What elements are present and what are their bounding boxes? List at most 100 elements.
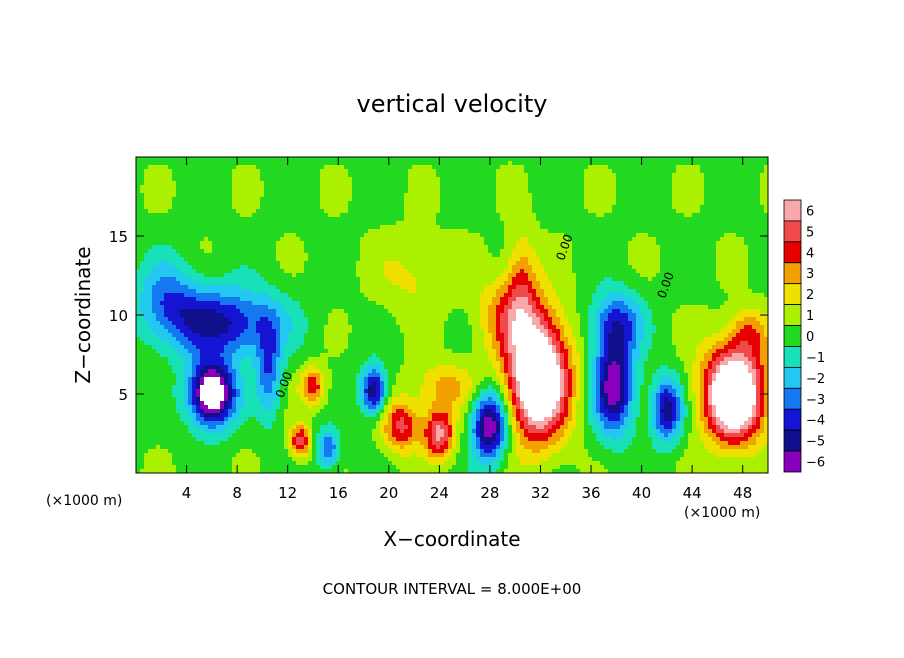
- heat-cell: [528, 261, 533, 266]
- heat-cell: [760, 237, 765, 242]
- heat-cell: [752, 189, 757, 194]
- heat-cell: [476, 201, 481, 206]
- heat-cell: [172, 205, 177, 210]
- heat-cell: [268, 161, 273, 166]
- heat-cell: [604, 213, 609, 218]
- heat-cell: [344, 193, 349, 198]
- heat-cell: [564, 205, 569, 210]
- heat-cell: [332, 269, 337, 274]
- heat-cell: [272, 257, 277, 262]
- heat-cell: [728, 177, 733, 182]
- heat-cell: [544, 181, 549, 186]
- heat-cell: [460, 213, 465, 218]
- heat-cell: [300, 189, 305, 194]
- heat-cell: [704, 233, 709, 238]
- heat-cell: [536, 237, 541, 242]
- heat-cell: [568, 217, 573, 222]
- heat-cell: [760, 241, 765, 246]
- heat-cell: [256, 213, 261, 218]
- heat-cell: [404, 265, 409, 270]
- heat-cell: [460, 225, 465, 230]
- heat-cell: [428, 233, 433, 238]
- heat-cell: [608, 253, 613, 258]
- heat-cell: [756, 225, 761, 230]
- heat-cell: [652, 273, 657, 278]
- heat-cell: [280, 181, 285, 186]
- heat-cell: [292, 253, 297, 258]
- heat-cell: [736, 241, 741, 246]
- heat-cell: [148, 261, 153, 266]
- heat-cell: [656, 273, 661, 278]
- heat-cell: [312, 233, 317, 238]
- heat-cell: [432, 213, 437, 218]
- heat-cell: [340, 269, 345, 274]
- heat-cell: [672, 177, 677, 182]
- heat-cell: [396, 213, 401, 218]
- heat-cell: [452, 249, 457, 254]
- heat-cell: [352, 173, 357, 178]
- heat-cell: [684, 173, 689, 178]
- heat-cell: [300, 169, 305, 174]
- heat-cell: [400, 253, 405, 258]
- heat-cell: [352, 245, 357, 250]
- heat-cell: [340, 249, 345, 254]
- heat-cell: [288, 201, 293, 206]
- heat-cell: [504, 273, 509, 278]
- heat-cell: [376, 241, 381, 246]
- heat-cell: [620, 261, 625, 266]
- heat-cell: [664, 237, 669, 242]
- heat-cell: [400, 197, 405, 202]
- heat-cell: [468, 193, 473, 198]
- heat-cell: [408, 205, 413, 210]
- heat-cell: [488, 277, 493, 282]
- heat-cell: [728, 173, 733, 178]
- heat-cell: [260, 165, 265, 170]
- heat-cell: [244, 261, 249, 266]
- heat-cell: [552, 257, 557, 262]
- heat-cell: [432, 245, 437, 250]
- heat-cell: [464, 197, 469, 202]
- heat-cell: [212, 265, 217, 270]
- heat-cell: [248, 185, 253, 190]
- heat-cell: [360, 233, 365, 238]
- heat-cell: [160, 233, 165, 238]
- heat-cell: [608, 213, 613, 218]
- heat-cell: [696, 177, 701, 182]
- heat-cell: [220, 233, 225, 238]
- heat-cell: [764, 225, 768, 230]
- heat-cell: [424, 221, 429, 226]
- heat-cell: [204, 221, 209, 226]
- heat-cell: [268, 221, 273, 226]
- heat-cell: [464, 241, 469, 246]
- heat-cell: [148, 205, 153, 210]
- heat-cell: [168, 253, 173, 258]
- heat-cell: [456, 241, 461, 246]
- heat-cell: [428, 241, 433, 246]
- chart-title: vertical velocity: [357, 90, 548, 118]
- heat-cell: [384, 253, 389, 258]
- heat-cell: [248, 257, 253, 262]
- heat-cell: [392, 265, 397, 270]
- heat-cell: [336, 249, 341, 254]
- heat-cell: [364, 193, 369, 198]
- heat-cell: [572, 189, 577, 194]
- heat-cell: [360, 269, 365, 274]
- heat-cell: [516, 177, 521, 182]
- heat-cell: [376, 273, 381, 278]
- heat-cell: [164, 161, 169, 166]
- heat-cell: [220, 189, 225, 194]
- heat-cell: [496, 197, 501, 202]
- heat-cell: [444, 281, 449, 286]
- heat-cell: [312, 157, 317, 162]
- heat-cell: [516, 237, 521, 242]
- heat-cell: [372, 241, 377, 246]
- heat-cell: [148, 197, 153, 202]
- heat-cell: [228, 169, 233, 174]
- heat-cell: [172, 217, 177, 222]
- heat-cell: [484, 201, 489, 206]
- heat-cell: [164, 225, 169, 230]
- heat-cell: [624, 261, 629, 266]
- heat-cell: [340, 217, 345, 222]
- heat-cell: [308, 165, 313, 170]
- heat-cell: [476, 265, 481, 270]
